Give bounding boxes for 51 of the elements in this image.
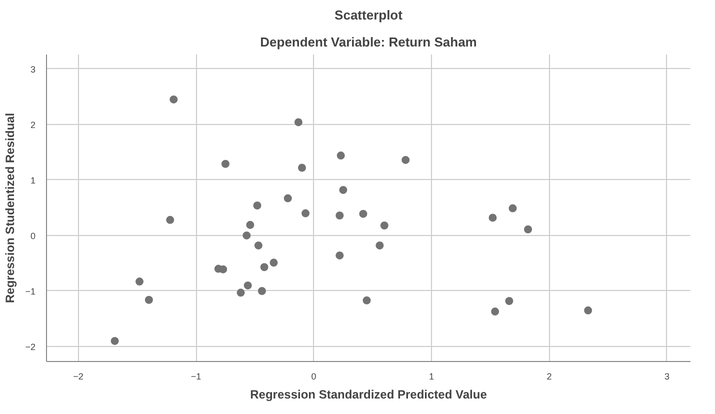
point [359, 210, 368, 218]
chart-title: Scatterplot [334, 8, 404, 22]
point [298, 164, 306, 172]
point [242, 231, 251, 240]
point [260, 263, 268, 272]
point [336, 212, 344, 220]
point [144, 296, 153, 304]
point [221, 160, 230, 168]
y-tick-label: 3 [30, 64, 36, 74]
x-tick-label: 3 [664, 372, 670, 382]
point [284, 194, 292, 202]
point [270, 258, 278, 267]
y-tick-label: 2 [30, 120, 36, 130]
point [508, 204, 517, 212]
point [336, 152, 345, 160]
point [402, 156, 410, 164]
point [253, 202, 262, 210]
point [302, 209, 310, 218]
point [505, 296, 514, 305]
point [524, 225, 532, 234]
point [491, 308, 500, 316]
point [110, 336, 119, 345]
point [258, 287, 266, 295]
point [584, 306, 592, 314]
y-tick-label: 1 [30, 175, 36, 186]
point [136, 278, 144, 286]
point [254, 241, 262, 250]
point [380, 221, 388, 230]
point [339, 186, 348, 194]
y-tick-label: −2 [25, 342, 36, 352]
point [166, 216, 174, 224]
x-axis-title: Regression Standardized Predicted Value [250, 388, 488, 402]
point [219, 265, 228, 274]
x-tick-label: 2 [546, 372, 552, 382]
y-axis-title: Regression Studentized Residual [3, 112, 18, 304]
point [336, 251, 344, 260]
x-tick-label: −2 [73, 372, 84, 382]
x-tick-label: −1 [190, 372, 202, 382]
x-tick-label: 0 [311, 372, 316, 382]
point [376, 241, 384, 250]
y-tick-label: 0 [30, 230, 36, 241]
point [170, 95, 178, 104]
point [488, 214, 497, 222]
chart-subtitle: Dependent Variable: Return Saham [260, 34, 477, 50]
point [244, 281, 252, 290]
point [236, 288, 245, 297]
point [246, 220, 254, 229]
x-tick-label: 1 [428, 372, 434, 382]
point [294, 118, 302, 126]
point [362, 296, 371, 304]
y-tick-label: −1 [25, 286, 36, 296]
